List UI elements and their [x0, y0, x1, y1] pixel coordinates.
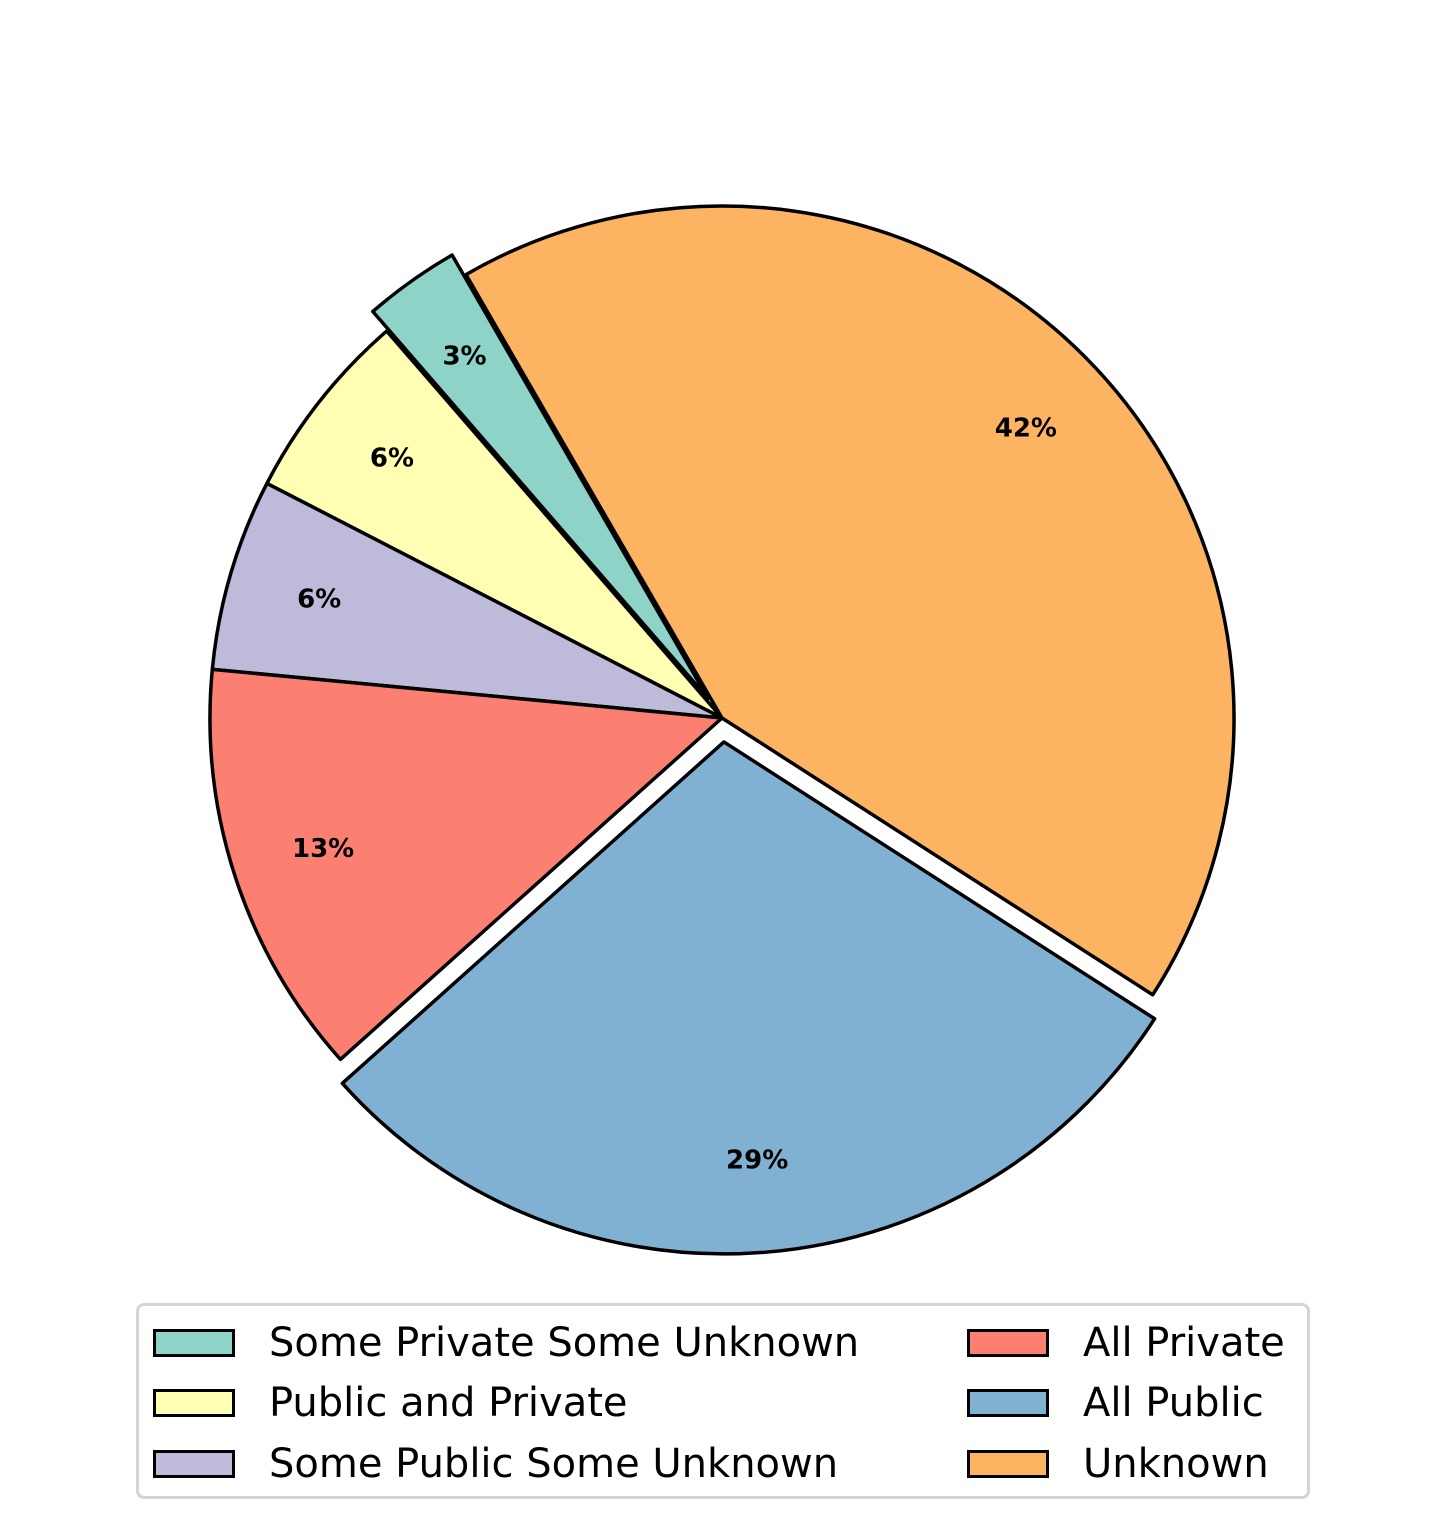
pie-slice-all-public: [340, 740, 1157, 1256]
pie-svg: 3% 6% 6% 13% 29% 42%: [208, 204, 1236, 1256]
pie-chart: 3% 6% 6% 13% 29% 42%: [208, 204, 1236, 1256]
pct-label-all-public: 29%: [726, 1145, 788, 1175]
legend-item-public-and-private: Public and Private: [153, 1373, 628, 1433]
pct-label-some-private-some-unknown: 3%: [442, 341, 486, 371]
legend-label: Some Private Some Unknown: [269, 1320, 860, 1366]
legend: Some Private Some Unknown Public and Pri…: [136, 1303, 1310, 1499]
legend-label: Public and Private: [269, 1380, 628, 1426]
pie-slice-some-public-some-unknown: [210, 481, 724, 720]
legend-item-some-private-some-unknown: Some Private Some Unknown: [153, 1313, 859, 1373]
legend-swatch: [967, 1450, 1049, 1478]
pie-slice-unknown: [464, 204, 1236, 997]
legend-label: All Private: [1083, 1320, 1285, 1366]
pct-label-public-and-private: 6%: [370, 443, 414, 473]
pct-label-some-public-some-unknown: 6%: [297, 585, 341, 615]
pie-slice-some-private-some-unknown: [371, 253, 710, 701]
pct-label-all-private: 13%: [292, 834, 354, 864]
legend-label: Some Public Some Unknown: [269, 1441, 839, 1487]
pie-slice-all-private: [208, 667, 724, 1062]
legend-swatch: [967, 1329, 1049, 1357]
legend-swatch: [967, 1389, 1049, 1417]
legend-swatch: [153, 1329, 235, 1357]
legend-swatch: [153, 1389, 235, 1417]
pct-label-unknown: 42%: [995, 413, 1057, 443]
legend-label: All Public: [1083, 1380, 1264, 1426]
legend-item-unknown: Unknown: [967, 1434, 1269, 1494]
legend-item-all-public: All Public: [967, 1373, 1264, 1433]
pie-slice-public-and-private: [265, 329, 724, 720]
legend-swatch: [153, 1450, 235, 1478]
legend-item-some-public-some-unknown: Some Public Some Unknown: [153, 1434, 838, 1494]
legend-item-all-private: All Private: [967, 1313, 1285, 1373]
legend-label: Unknown: [1083, 1441, 1269, 1487]
